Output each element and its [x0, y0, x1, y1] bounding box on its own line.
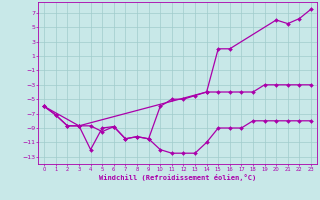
- X-axis label: Windchill (Refroidissement éolien,°C): Windchill (Refroidissement éolien,°C): [99, 174, 256, 181]
